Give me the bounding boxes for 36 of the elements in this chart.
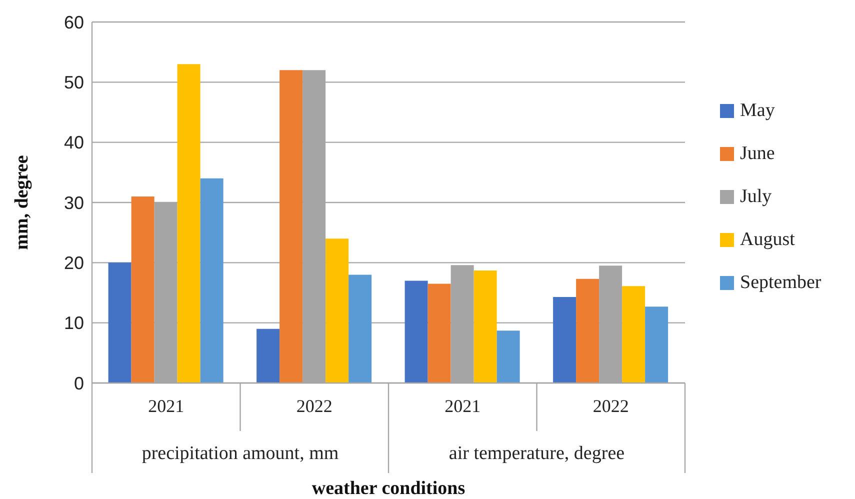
bar <box>576 278 600 383</box>
bar <box>474 270 497 383</box>
bar <box>108 262 132 383</box>
legend-label: June <box>740 142 775 166</box>
y-tick-label: 60 <box>64 12 84 32</box>
legend-label: August <box>740 228 795 252</box>
x-tick-label: 2021 <box>148 396 184 416</box>
bar <box>256 328 280 383</box>
text: precipitation amount, mm <box>142 443 339 464</box>
y-tick-label: 10 <box>64 313 84 334</box>
legend-label: July <box>740 184 772 208</box>
text: air temperature, degree <box>448 443 625 464</box>
bar <box>177 64 200 383</box>
bar <box>645 306 668 383</box>
y-tick-label: 40 <box>64 132 84 153</box>
bar <box>428 284 451 383</box>
bar <box>200 178 224 383</box>
y-tick-label: 20 <box>64 253 84 274</box>
bar <box>553 296 576 383</box>
y-tick-label: 30 <box>64 192 84 213</box>
bar <box>131 196 154 383</box>
x-axis-title: weather conditions <box>312 478 466 499</box>
legend-label: September <box>740 270 822 294</box>
bar <box>326 238 349 383</box>
x-tick-label: 2022 <box>296 396 332 416</box>
bar <box>622 286 646 383</box>
bar <box>496 330 520 383</box>
y-axis-title: mm, degree <box>12 155 33 250</box>
x-tick-label: 2021 <box>444 396 481 416</box>
y-tick-label: 50 <box>64 72 84 93</box>
bar <box>348 274 372 383</box>
y-tick-label: 0 <box>74 373 84 394</box>
x-tick-label: 2022 <box>592 396 629 416</box>
bar <box>404 280 428 383</box>
bar <box>280 70 303 383</box>
legend-label: May <box>740 98 775 122</box>
